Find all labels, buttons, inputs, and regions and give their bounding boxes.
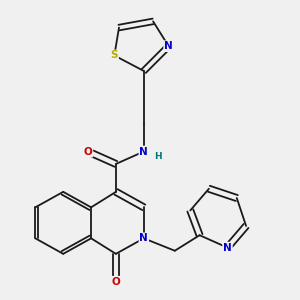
Text: N: N [223,243,232,253]
Text: N: N [140,233,148,243]
Text: N: N [164,41,173,51]
Text: S: S [111,50,118,61]
Text: O: O [84,146,92,157]
Text: H: H [154,152,162,161]
Text: N: N [140,146,148,157]
Text: O: O [112,277,120,287]
